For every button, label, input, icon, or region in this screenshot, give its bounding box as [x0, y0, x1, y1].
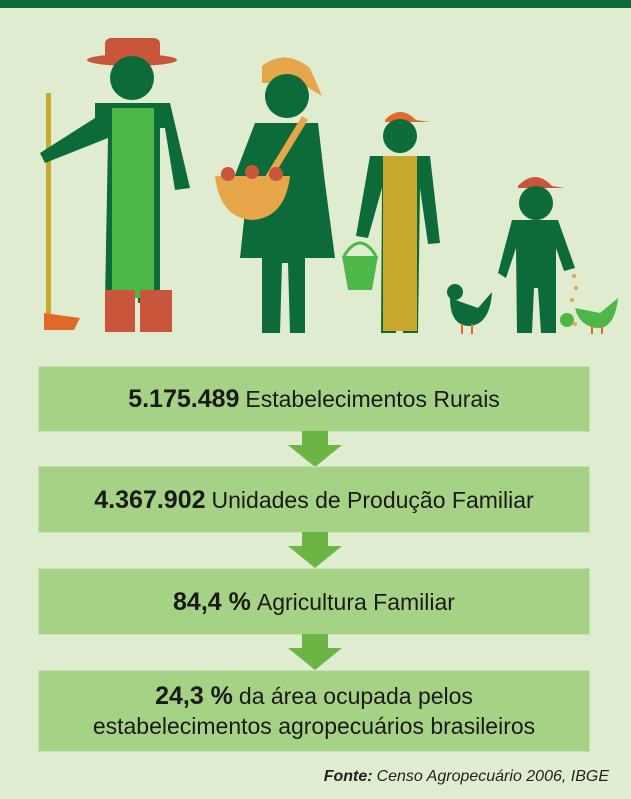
step-box: 5.175.489 Estabelecimentos Rurais [38, 366, 590, 432]
step-box: 24,3 % da área ocupada pelos estabelecime… [38, 670, 590, 752]
step-text: da área ocupada pelos estabelecimentos a… [92, 683, 536, 739]
illustration [40, 38, 618, 334]
source: Fonte: Censo Agropecuário 2006, IBGE [324, 768, 609, 786]
step-number: 4.367.902 [94, 485, 206, 514]
step-box: 4.367.902 Unidades de Produção Familiar [38, 466, 590, 533]
arrow [288, 532, 342, 568]
step-box: 84,4 % Agricultura Familiar [38, 568, 590, 635]
source-label: Fonte: [323, 768, 373, 785]
arrow [288, 431, 342, 467]
step-text: Agricultura Familiar [256, 588, 455, 615]
source-text: Censo Agropecuário 2006, IBGE [376, 768, 609, 785]
step-text: Unidades de Produção Familiar [211, 486, 534, 513]
step-number: 84,4 % [173, 587, 251, 616]
arrow [288, 634, 342, 670]
step-number: 24,3 % [155, 682, 233, 710]
step-text: Estabelecimentos Rurais [245, 386, 500, 412]
top-bar [0, 0, 631, 8]
step-number: 5.175.489 [128, 385, 240, 413]
